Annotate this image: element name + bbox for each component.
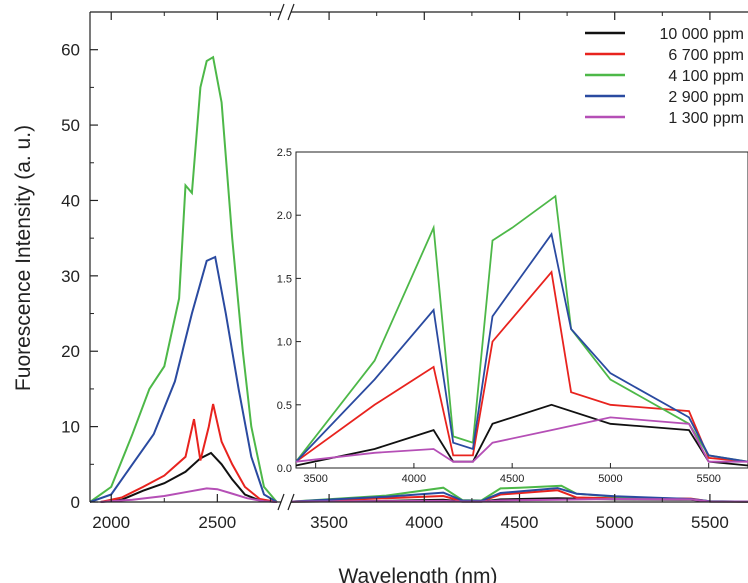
y-tick-label: 20 (61, 342, 80, 361)
series-line-1-seg0 (100, 403, 277, 503)
inset-y-tick-label: 1.5 (277, 273, 292, 285)
main-tick-labels: 0 10 20 30 40 50 60 2000 2500 3500 4000 4500 5000 550… (61, 12, 729, 532)
inset-tick-labels: 0.0 0.5 1.0 1.5 2.0 2.5 3500 4000 4500 5000 5500 (277, 147, 721, 485)
y-tick-label: 60 (61, 41, 80, 60)
x-tick-label: 4500 (501, 513, 539, 532)
inset-y-tick-label: 1.0 (277, 337, 292, 349)
legend-label: 2 900 ppm (668, 89, 744, 106)
legend-label: 10 000 ppm (659, 26, 744, 43)
legend-label: 1 300 ppm (668, 110, 744, 127)
series-line-4-seg0 (100, 487, 277, 503)
x-tick-label: 5000 (596, 513, 634, 532)
legend-label: 4 100 ppm (668, 68, 744, 85)
axis-break-mark (287, 3, 295, 21)
axis-break-mark (277, 493, 285, 511)
inset-series-line-1 (295, 270, 748, 463)
x-tick-label: 5500 (691, 513, 729, 532)
legend-label: 6 700 ppm (668, 47, 744, 64)
y-tick-label: 40 (61, 191, 80, 210)
x-tick-label: 3500 (310, 513, 348, 532)
inset-frame (295, 151, 748, 469)
x-tick-label: 2000 (92, 513, 130, 532)
y-tick-label: 0 (71, 493, 80, 512)
inset-y-tick-label: 0.5 (277, 400, 292, 412)
legend: 10 000 ppm 6 700 ppm 4 100 ppm 2 900 ppm 1 3… (585, 26, 744, 127)
axis-break-mark (277, 3, 285, 21)
inset-x-tick-label: 4500 (500, 473, 524, 485)
series-line-2-seg0 (89, 55, 278, 503)
y-tick-label: 30 (61, 267, 80, 286)
inset-x-tick-label: 4000 (402, 473, 426, 485)
axis-break-mark (287, 493, 295, 511)
inset-series-line-0 (295, 403, 748, 467)
series-line-3-seg0 (89, 255, 278, 503)
inset-x-tick-label: 5000 (598, 473, 622, 485)
main-plot: 0 10 20 30 40 50 60 2000 2500 3500 4000 4500 5000 550… (61, 3, 748, 532)
x-tick-label: 4000 (405, 513, 443, 532)
inset-y-tick-label: 2.5 (277, 147, 292, 159)
inset-x-tick-label: 3500 (303, 473, 327, 485)
inset-plot: 0.0 0.5 1.0 1.5 2.0 2.5 3500 4000 4500 5000 5500 (277, 147, 748, 485)
x-axis-title: Wavelength (nm) (338, 565, 497, 583)
inset-y-tick-label: 0.0 (277, 463, 292, 475)
inset-series-group (295, 194, 748, 467)
x-tick-label: 2500 (198, 513, 236, 532)
series-line-0-seg0 (100, 451, 277, 503)
inset-y-tick-label: 2.0 (277, 210, 292, 222)
inset-series-line-4 (295, 416, 748, 463)
inset-series-line-3 (295, 232, 748, 463)
inset-x-tick-label: 5500 (696, 473, 720, 485)
y-tick-label: 50 (61, 116, 80, 135)
y-tick-label: 10 (61, 418, 80, 437)
y-axis-title: Fuorescence Intensity (a. u.) (12, 125, 35, 391)
